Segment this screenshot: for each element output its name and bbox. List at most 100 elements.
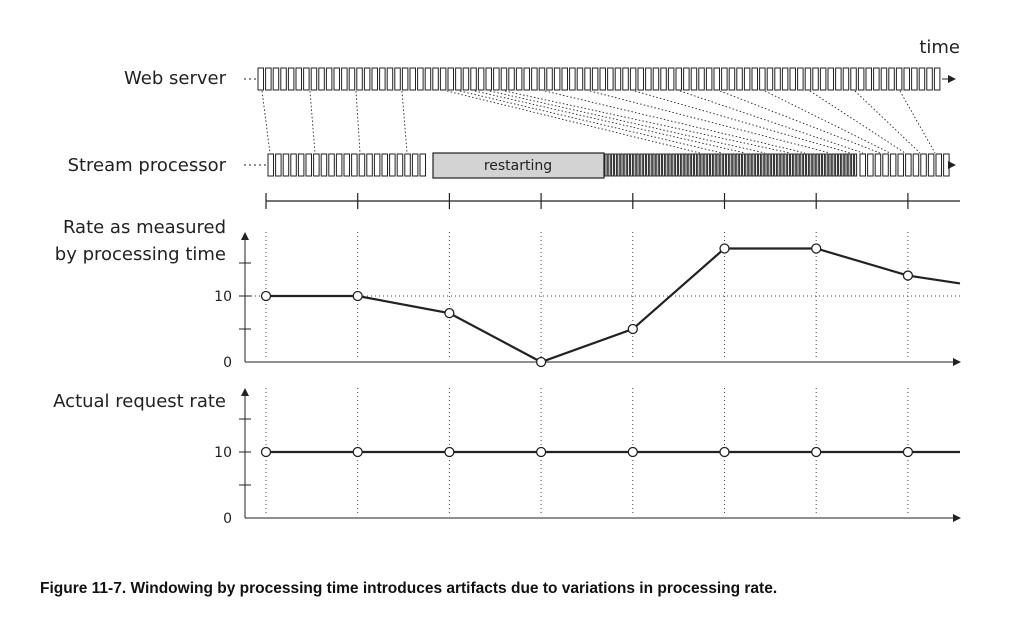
web-server-event	[439, 67, 447, 91]
web-server-event	[736, 67, 743, 91]
web-server-stream	[244, 67, 956, 91]
stream-processor-stream: restarting	[244, 152, 956, 179]
web-server-event	[926, 67, 933, 91]
web-server-event	[857, 67, 865, 91]
processed-event	[844, 153, 848, 177]
processed-event	[897, 153, 904, 177]
processed-event	[764, 153, 768, 177]
event-connector	[489, 90, 766, 154]
chart1-ytick-10: 10	[214, 289, 232, 305]
web-server-event	[667, 67, 675, 91]
processed-event	[358, 153, 366, 177]
event-connector	[634, 90, 851, 154]
web-server-event	[842, 67, 850, 91]
web-server-event	[690, 67, 698, 91]
event-connector	[355, 90, 361, 154]
web-server-event	[713, 67, 720, 91]
processed-event	[812, 153, 816, 177]
processed-event	[700, 153, 704, 177]
web-server-event	[470, 67, 477, 91]
processed-event	[671, 153, 675, 177]
processed-event	[822, 153, 826, 177]
web-server-event	[303, 67, 310, 91]
event-connector	[679, 90, 864, 154]
web-server-event	[363, 67, 371, 91]
processed-event	[859, 153, 866, 177]
web-server-event	[637, 67, 644, 91]
processed-event	[777, 153, 781, 177]
processed-event	[404, 153, 411, 177]
stream-processor-label: Stream processor	[68, 155, 227, 176]
web-server-event	[280, 67, 287, 91]
web-server-event	[333, 67, 340, 91]
event-connector	[719, 90, 881, 154]
processed-event	[626, 153, 630, 177]
web-server-event	[743, 67, 751, 91]
processed-event	[815, 153, 819, 177]
web-server-event	[394, 67, 401, 91]
chart1-title-line2: by processing time	[55, 244, 226, 265]
processed-event	[668, 153, 672, 177]
web-server-event	[341, 67, 348, 91]
web-server-event	[432, 67, 439, 91]
processed-event	[396, 153, 404, 177]
processed-event	[313, 153, 320, 177]
data-point	[444, 446, 455, 458]
processed-event	[706, 153, 710, 177]
processed-event	[935, 153, 942, 177]
web-server-event	[751, 67, 758, 91]
event-connector	[809, 90, 906, 154]
processed-event	[790, 153, 794, 177]
processing-time-rate-chart: Rate as measured by processing time 10 0	[55, 217, 961, 371]
processed-event	[719, 153, 723, 177]
processed-event	[793, 153, 797, 177]
processed-event	[652, 153, 656, 177]
processed-event	[742, 153, 746, 177]
web-server-event	[903, 67, 910, 91]
data-point	[811, 446, 822, 458]
web-server-event	[561, 67, 568, 91]
processed-event	[854, 153, 858, 177]
processed-event	[649, 153, 653, 177]
web-server-event	[804, 67, 812, 91]
processed-event	[282, 153, 290, 177]
web-server-event	[614, 67, 622, 91]
processed-event	[297, 153, 305, 177]
processed-event	[754, 153, 758, 177]
web-server-event	[401, 67, 409, 91]
web-server-event	[310, 67, 318, 91]
processed-event	[818, 153, 822, 177]
data-point	[260, 290, 272, 302]
web-server-event	[812, 67, 819, 91]
web-server-event	[675, 67, 682, 91]
processed-event	[732, 153, 736, 177]
web-server-event	[265, 67, 272, 91]
processed-event	[716, 153, 720, 177]
web-server-event	[591, 67, 599, 91]
time-label: time	[919, 37, 960, 58]
processed-event	[305, 153, 312, 177]
processed-event	[646, 153, 650, 177]
processed-event	[834, 153, 838, 177]
actual-request-rate-chart: Actual request rate 10 0	[53, 388, 961, 527]
chart2-title: Actual request rate	[53, 391, 226, 412]
web-server-event	[911, 67, 918, 91]
processed-event	[684, 153, 688, 177]
web-server-event	[553, 67, 561, 91]
processed-event	[703, 153, 707, 177]
web-server-event	[569, 67, 576, 91]
processed-event	[662, 153, 666, 177]
data-point	[811, 243, 822, 254]
web-server-event	[766, 67, 774, 91]
web-server-event	[660, 67, 667, 91]
data-point	[260, 446, 272, 458]
processed-event	[761, 153, 765, 177]
processed-event	[642, 153, 646, 177]
processed-event	[831, 153, 835, 177]
web-server-event	[835, 67, 842, 91]
data-point	[535, 356, 547, 368]
web-server-event	[652, 67, 660, 91]
event-connector	[446, 90, 701, 154]
